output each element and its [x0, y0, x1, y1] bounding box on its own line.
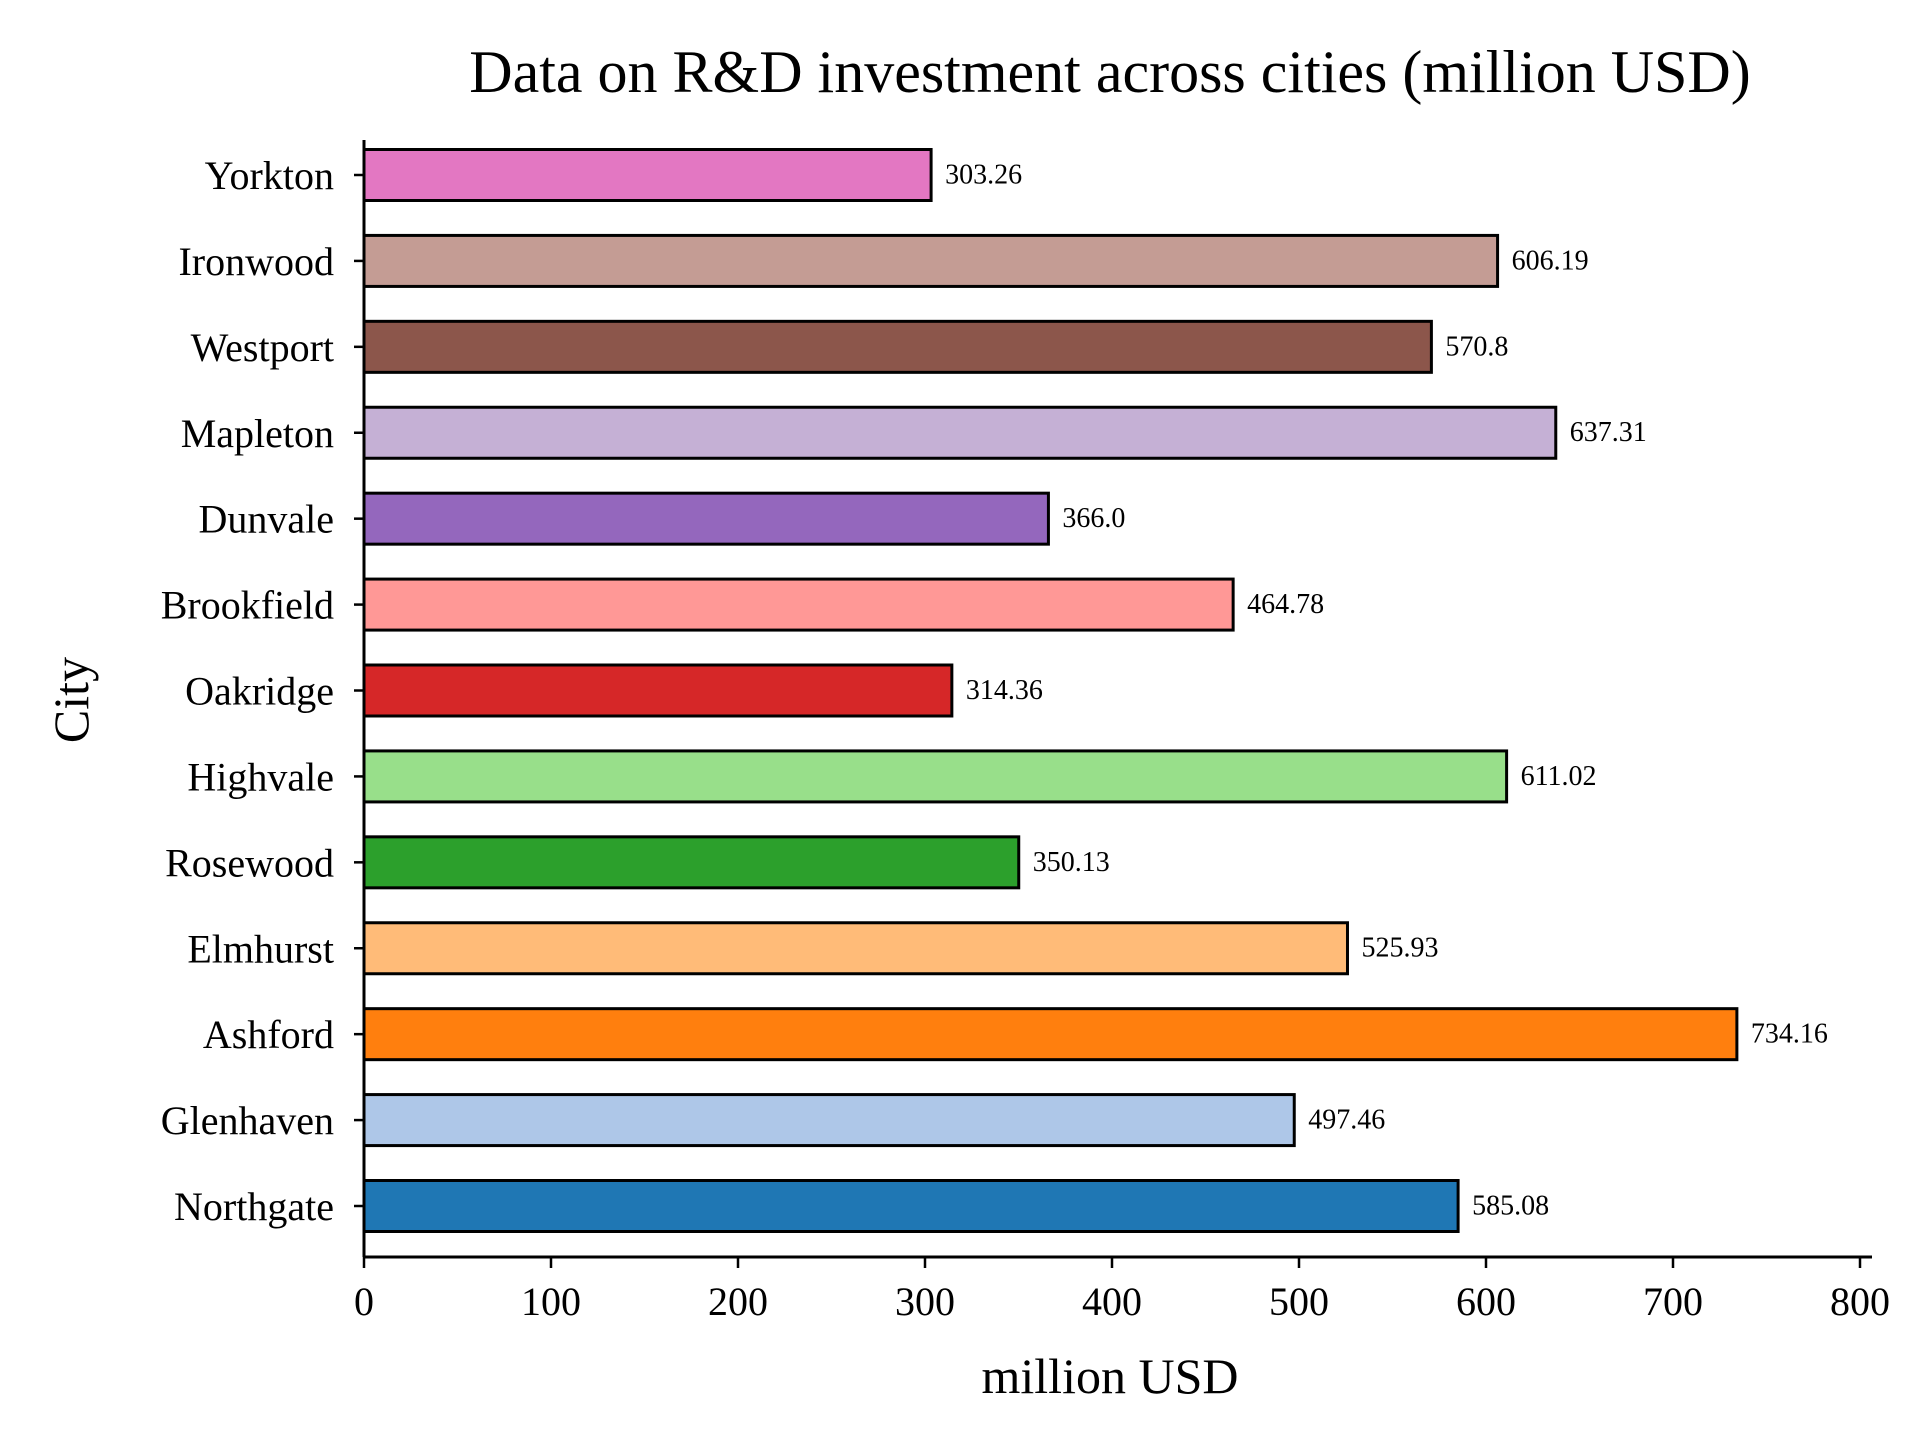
y-tick-label-brookfield: Brookfield [161, 583, 334, 628]
value-label-ashford: 734.16 [1751, 1019, 1828, 1050]
x-tick-label-200: 200 [708, 1279, 768, 1324]
value-label-northgate: 585.08 [1472, 1190, 1549, 1221]
bar-brookfield [362, 577, 1235, 632]
bar-oakridge [362, 663, 954, 718]
value-label-mapleton: 637.31 [1570, 417, 1647, 448]
x-tick-label-800: 800 [1830, 1279, 1890, 1324]
bar-northgate [362, 1179, 1460, 1233]
bar-yorkton [362, 148, 933, 202]
bar-ironwood [362, 233, 1500, 288]
chart-title: Data on R&D investment across cities (mi… [469, 39, 1750, 105]
y-tick-label-ashford: Ashford [203, 1012, 334, 1057]
x-tick-label-500: 500 [1269, 1279, 1329, 1324]
bar-mapleton [362, 405, 1558, 460]
y-axis-title: City [43, 657, 99, 743]
value-label-ironwood: 606.19 [1512, 245, 1589, 276]
value-label-yorkton: 303.26 [945, 159, 1022, 190]
bar-westport [362, 319, 1433, 374]
value-label-brookfield: 464.78 [1247, 589, 1324, 620]
x-tick-label-300: 300 [895, 1279, 955, 1324]
bar-dunvale [362, 491, 1050, 546]
value-label-highvale: 611.02 [1521, 761, 1597, 792]
bar-highvale [362, 749, 1509, 804]
bar-rosewood [362, 835, 1021, 890]
y-tick-label-highvale: Highvale [187, 754, 334, 799]
y-tick-label-rosewood: Rosewood [165, 840, 334, 885]
y-tick-label-northgate: Northgate [174, 1184, 334, 1229]
y-tick-label-dunvale: Dunvale [198, 497, 334, 542]
value-label-oakridge: 314.36 [966, 675, 1043, 706]
y-tick-label-westport: Westport [191, 325, 334, 370]
value-label-rosewood: 350.13 [1033, 847, 1110, 878]
axes-layer: Northgate Glenhaven Ashford Elmhurst Rosewoo… [161, 140, 1890, 1324]
x-tick-label-700: 700 [1643, 1279, 1703, 1324]
value-label-westport: 570.8 [1445, 331, 1508, 362]
bar-elmhurst [362, 921, 1349, 976]
x-tick-label-600: 600 [1456, 1279, 1516, 1324]
y-tick-label-oakridge: Oakridge [185, 669, 334, 714]
y-tick-label-ironwood: Ironwood [178, 239, 334, 284]
value-label-elmhurst: 525.93 [1361, 933, 1438, 964]
x-axis-title: million USD [982, 1348, 1239, 1404]
bar-glenhaven [362, 1093, 1296, 1148]
bar-ashford [362, 1007, 1739, 1062]
value-label-dunvale: 366.0 [1062, 503, 1125, 534]
x-tick-label-100: 100 [521, 1279, 581, 1324]
x-tick-label-0: 0 [354, 1279, 374, 1324]
value-label-glenhaven: 497.46 [1308, 1105, 1385, 1136]
y-tick-label-yorkton: Yorkton [205, 153, 334, 198]
bars-layer: 585.08 497.46 734.16 525.93 350.13 611.02 314.… [362, 148, 1828, 1233]
y-tick-label-mapleton: Mapleton [181, 411, 334, 456]
x-tick-label-400: 400 [1082, 1279, 1142, 1324]
y-tick-label-elmhurst: Elmhurst [187, 926, 334, 971]
y-tick-label-glenhaven: Glenhaven [161, 1098, 334, 1143]
